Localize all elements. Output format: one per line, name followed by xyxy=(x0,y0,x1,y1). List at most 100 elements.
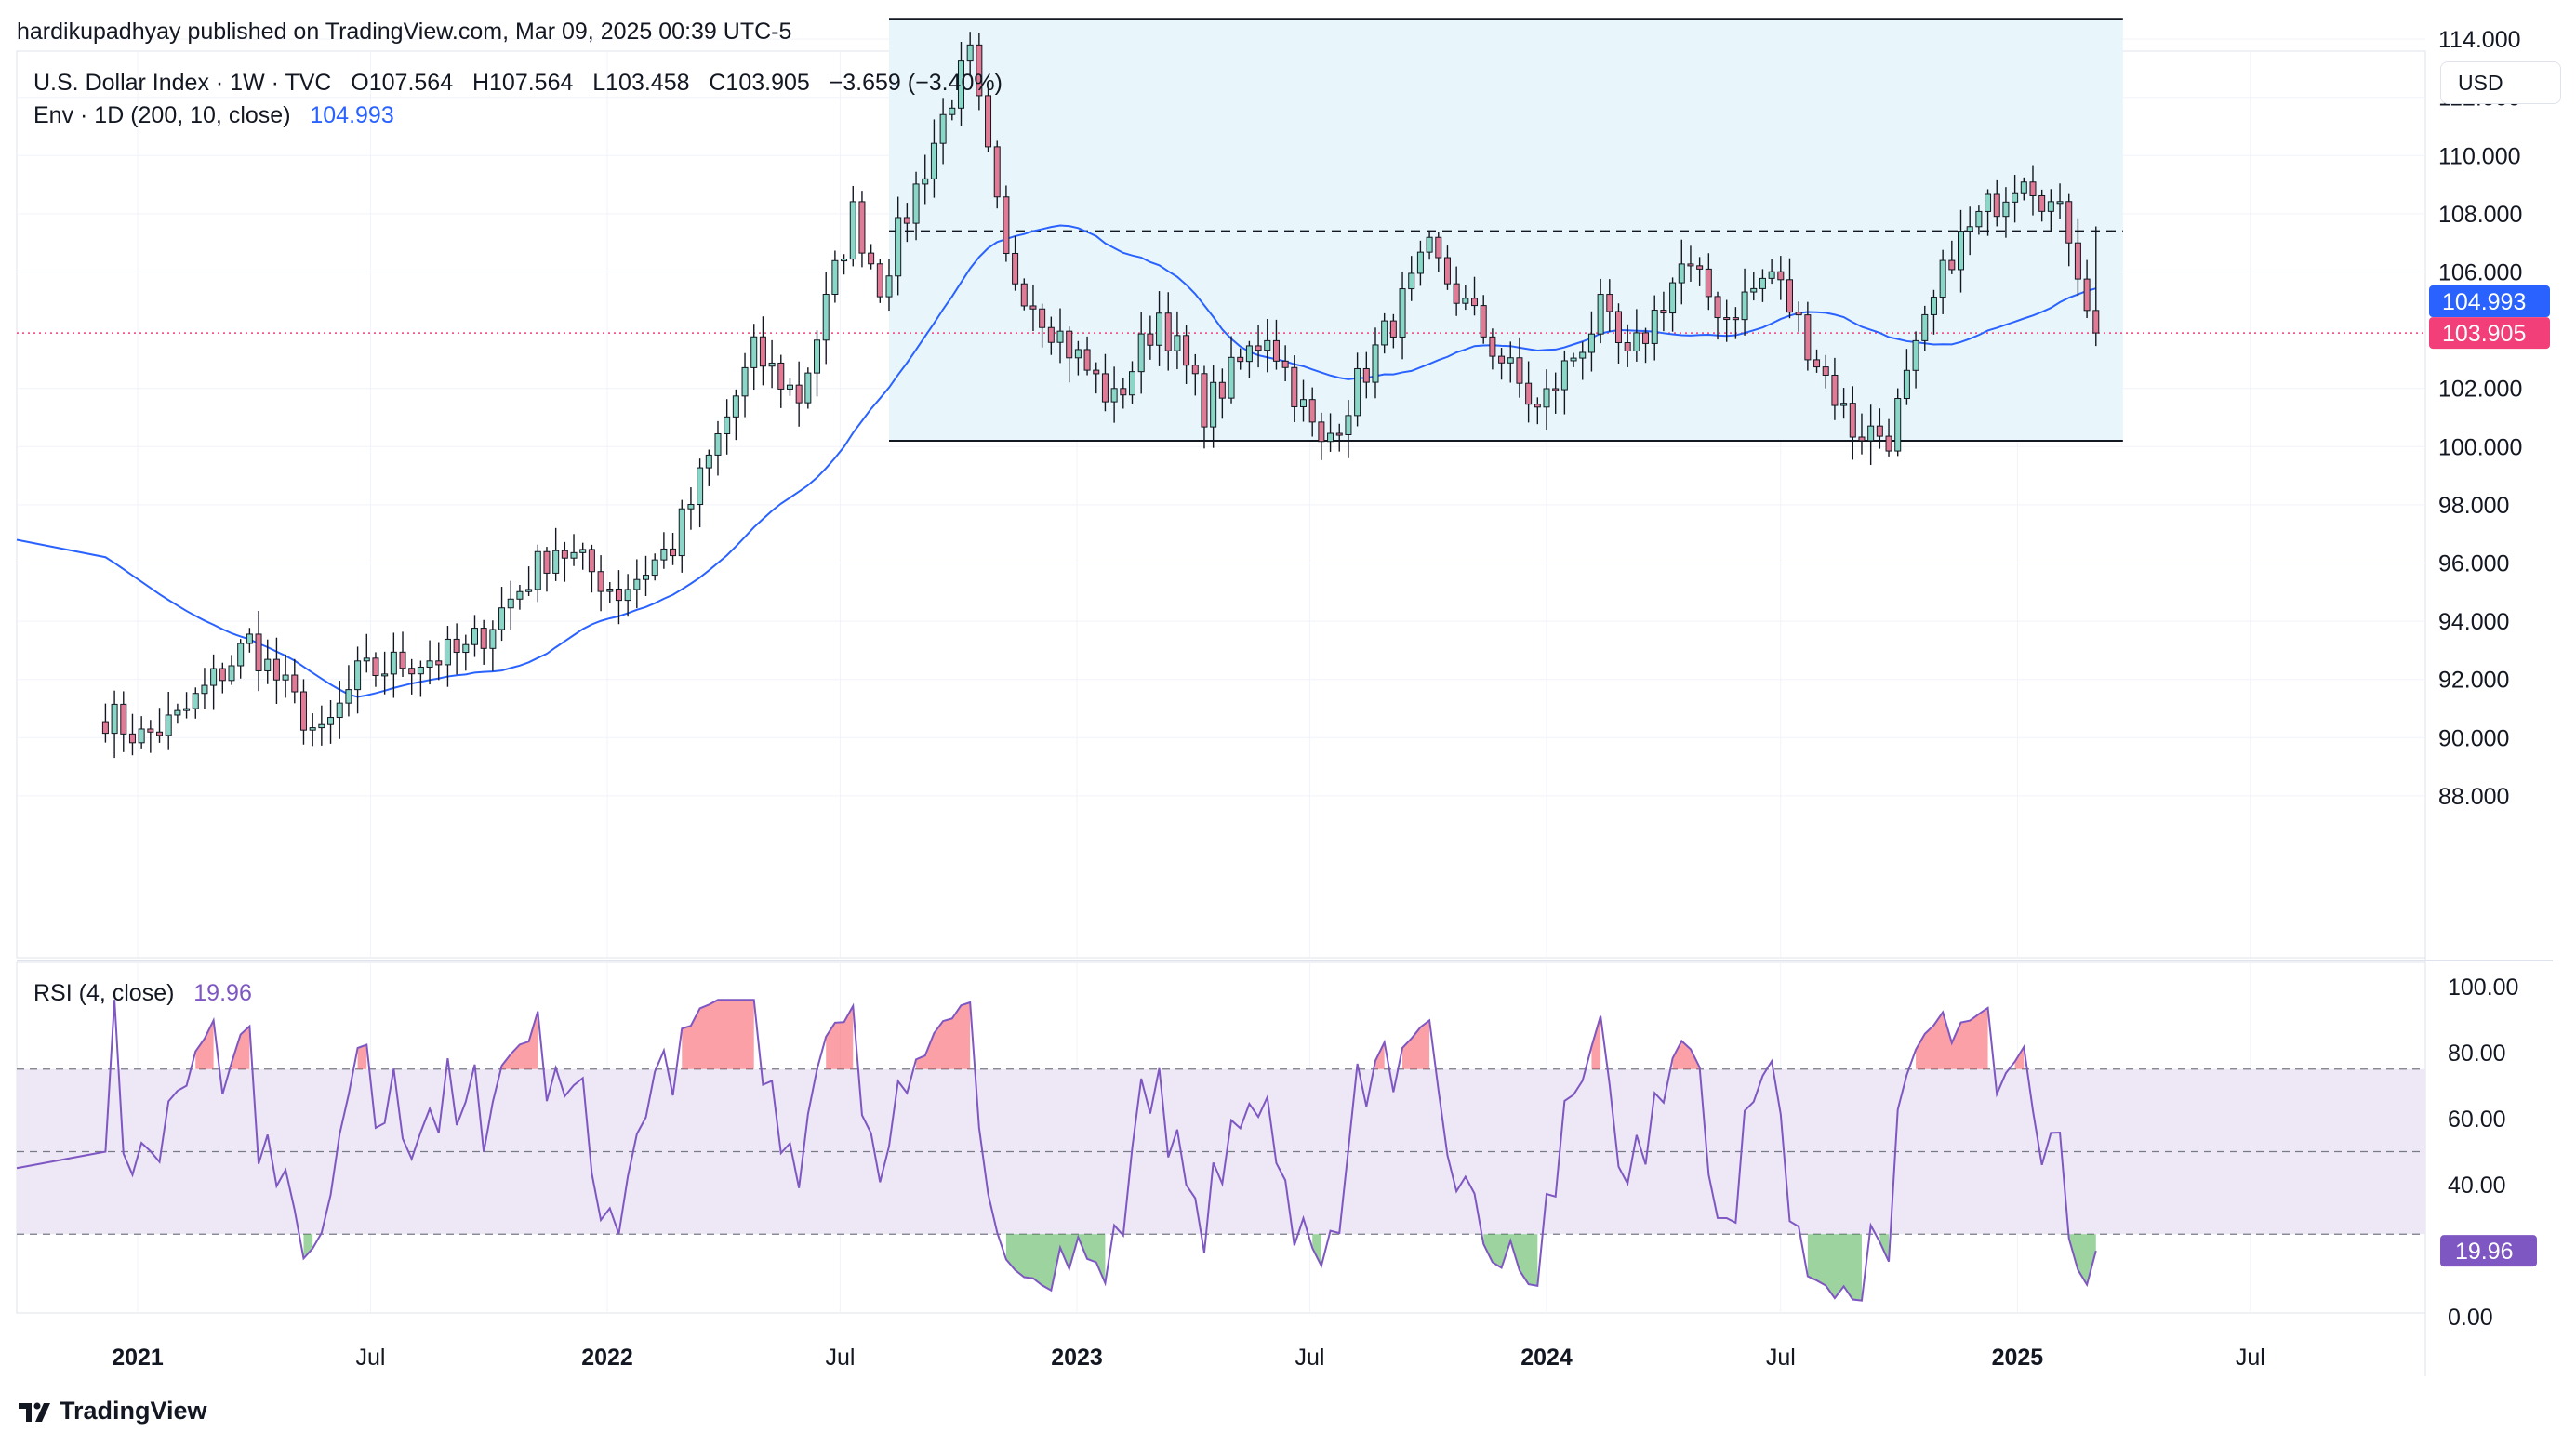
tradingview-logo[interactable]: TradingView xyxy=(17,1397,207,1425)
rsi-value-tag: 19.96 xyxy=(2455,1239,2514,1265)
candle-up-body xyxy=(678,508,685,557)
candle xyxy=(1768,259,1775,285)
candle xyxy=(1597,278,1604,344)
candle-up-body xyxy=(660,548,668,561)
candle xyxy=(1003,185,1010,262)
candle xyxy=(1083,336,1091,376)
candle-down-body xyxy=(1191,365,1199,375)
candle-up-body xyxy=(1156,312,1163,346)
rsi-legend[interactable]: RSI (4, close) 19.96 xyxy=(33,980,252,1007)
rsi-tick-label: 60.00 xyxy=(2448,1107,2506,1133)
rsi-overbought-fill xyxy=(1591,1015,1601,1069)
candle xyxy=(1354,352,1361,427)
candle-up-body xyxy=(1633,332,1640,352)
candle xyxy=(363,633,370,673)
candle-up-body xyxy=(1741,291,1748,321)
candle-up-body xyxy=(345,689,352,704)
candle xyxy=(1624,324,1631,367)
candle-up-body xyxy=(768,362,776,367)
candle-down-body xyxy=(1308,399,1316,423)
candle xyxy=(697,458,704,528)
candle xyxy=(1858,413,1866,455)
candle xyxy=(111,690,118,759)
candle-up-body xyxy=(1651,310,1658,344)
candle-up-body xyxy=(1543,388,1550,408)
candle-down-body xyxy=(2092,310,2100,334)
candle xyxy=(336,681,343,739)
candle xyxy=(1101,353,1109,412)
candle-up-body xyxy=(525,589,533,592)
candle xyxy=(201,668,208,709)
candle xyxy=(1056,308,1064,364)
candle-down-body xyxy=(1614,311,1622,343)
candle xyxy=(1525,361,1533,423)
candle-down-body xyxy=(1093,369,1100,375)
candle-up-body xyxy=(957,60,964,109)
candle xyxy=(2056,183,2064,219)
candle-up-body xyxy=(282,674,289,681)
candle-up-body xyxy=(705,454,712,469)
candle-up-body xyxy=(246,633,253,644)
ohlc-close: C103.905 xyxy=(709,70,810,96)
candle xyxy=(2012,175,2019,223)
candle-down-body xyxy=(1218,381,1226,399)
candle-up-body xyxy=(1912,339,1919,371)
candle xyxy=(1120,378,1127,409)
rsi-oversold-fill xyxy=(303,1234,313,1259)
candle xyxy=(1560,350,1568,415)
candle-down-body xyxy=(1291,366,1298,407)
candle xyxy=(714,420,722,476)
candle-down-body xyxy=(588,549,595,573)
candle-down-body xyxy=(2065,201,2073,244)
candle-up-body xyxy=(1958,231,1965,271)
env-value: 104.993 xyxy=(310,102,394,128)
candle-up-body xyxy=(1579,351,1587,359)
candle-up-body xyxy=(1327,432,1334,443)
candle-up-body xyxy=(1507,357,1514,364)
rsi-overbought-fill xyxy=(916,1002,971,1069)
candle xyxy=(1435,232,1442,272)
candle-up-body xyxy=(201,684,208,695)
publisher-line: hardikupadhyay published on TradingView.… xyxy=(17,19,792,45)
candle-down-body xyxy=(876,263,883,298)
candle-down-body xyxy=(1642,332,1650,344)
candle xyxy=(2074,218,2081,297)
candle xyxy=(147,720,154,753)
currency-button[interactable]: USD xyxy=(2440,61,2561,104)
candle-down-body xyxy=(1435,236,1442,259)
candle xyxy=(624,574,631,617)
candle-up-body xyxy=(1416,251,1424,274)
candle-up-body xyxy=(930,142,937,179)
symbol-title: U.S. Dollar Index · 1W · TVC xyxy=(33,70,332,96)
candle xyxy=(1732,307,1739,339)
price-tick-label: 110.000 xyxy=(2438,143,2521,169)
candle-down-body xyxy=(903,217,910,224)
candle xyxy=(1507,341,1514,383)
candle-down-body xyxy=(759,336,766,367)
candle xyxy=(1867,404,1875,466)
env-legend[interactable]: Env · 1D (200, 10, close) 104.993 xyxy=(33,102,394,129)
candle xyxy=(570,534,578,566)
candle xyxy=(597,555,604,612)
candle xyxy=(1534,397,1541,425)
candle xyxy=(993,140,1001,209)
candle xyxy=(1281,345,1289,382)
candle xyxy=(1164,292,1172,371)
candle-up-body xyxy=(552,550,560,574)
price-tick-label: 106.000 xyxy=(2438,260,2522,286)
candle xyxy=(1723,299,1731,342)
candle xyxy=(985,88,992,153)
candle xyxy=(1750,272,1758,301)
candle xyxy=(750,324,758,391)
candle-down-body xyxy=(1714,296,1721,319)
candle xyxy=(390,632,397,698)
rsi-overbought-fill xyxy=(232,1026,250,1069)
candle-down-body xyxy=(1705,268,1712,298)
candle-up-body xyxy=(1903,369,1910,400)
candle xyxy=(949,99,956,121)
candle-down-body xyxy=(1552,388,1560,391)
candle-down-body xyxy=(1813,359,1821,368)
candle-up-body xyxy=(417,666,424,675)
candle xyxy=(957,42,964,126)
